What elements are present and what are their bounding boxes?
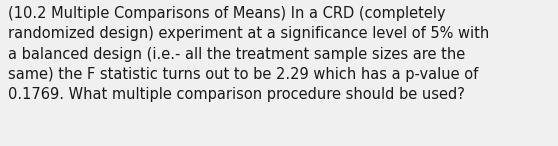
- Text: (10.2 Multiple Comparisons of Means) In a CRD (completely
randomized design) exp: (10.2 Multiple Comparisons of Means) In …: [8, 6, 489, 102]
